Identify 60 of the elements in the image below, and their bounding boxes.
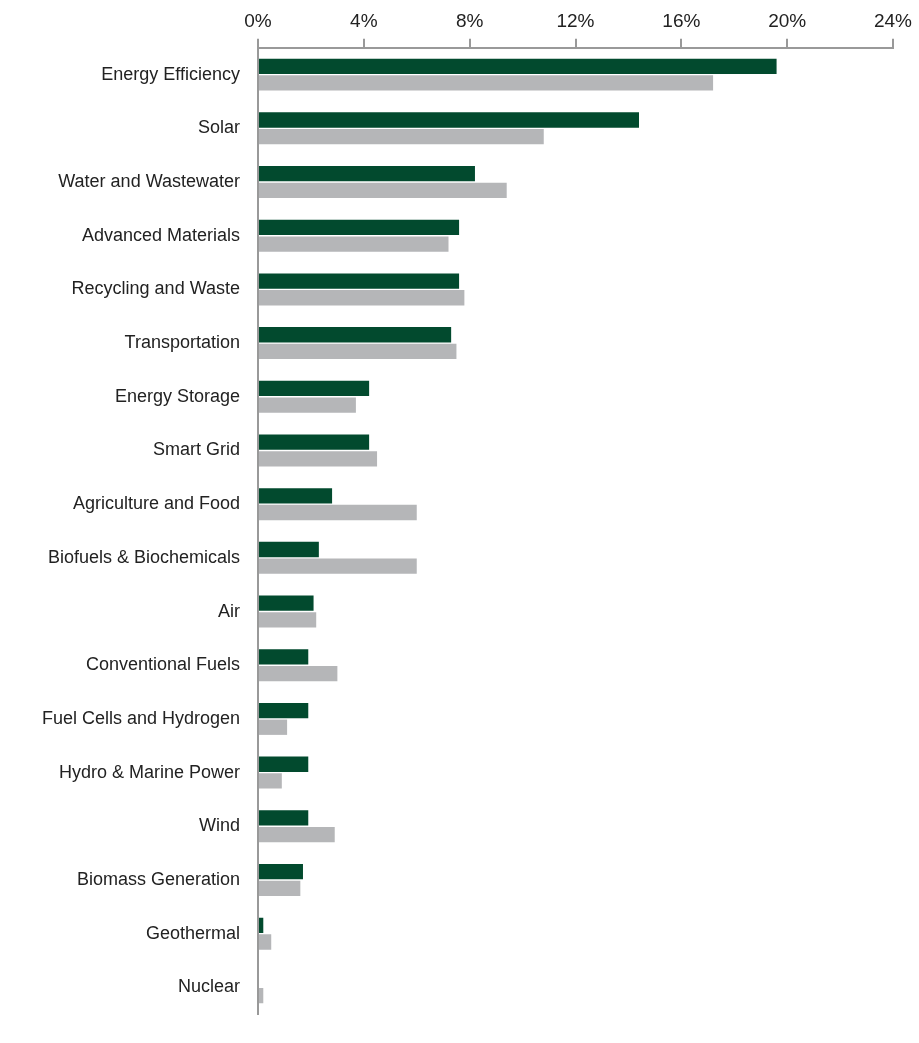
y-tick-label: Energy Storage <box>114 385 240 406</box>
bar <box>259 773 282 789</box>
y-tick-label: Energy Efficiency <box>101 63 240 84</box>
bar <box>259 719 288 735</box>
bar <box>259 649 309 665</box>
y-tick-label: Recycling and Waste <box>71 278 240 299</box>
bar <box>259 75 714 91</box>
bar <box>259 273 460 289</box>
y-tick-label: Geothermal <box>145 922 240 943</box>
y-tick-label: Advanced Materials <box>81 224 240 245</box>
bar <box>259 327 452 343</box>
bar <box>259 756 309 772</box>
bar <box>259 810 309 826</box>
x-tick-label: 16% <box>662 9 701 31</box>
bar <box>259 380 370 397</box>
bar <box>259 988 264 1004</box>
bar <box>259 451 378 467</box>
x-tick-label: 12% <box>556 9 595 31</box>
y-tick-label: Smart Grid <box>152 439 240 460</box>
bar <box>259 290 465 306</box>
bar <box>259 826 335 843</box>
bar <box>259 880 301 896</box>
bar <box>259 934 272 950</box>
bar <box>259 541 319 558</box>
bar <box>259 595 314 611</box>
bar <box>259 166 475 182</box>
x-tick-label: 20% <box>768 9 807 31</box>
x-tick-label: 24% <box>873 9 913 31</box>
bar <box>259 917 264 933</box>
bar <box>259 504 417 521</box>
y-tick-label: Water and Wastewater <box>58 170 240 191</box>
bar <box>259 236 449 252</box>
bar <box>259 58 777 74</box>
x-tick-label: 8% <box>455 9 484 31</box>
bar <box>259 397 356 413</box>
x-tick-label: 4% <box>350 9 378 31</box>
bar <box>259 864 303 880</box>
y-tick-label: Solar <box>197 117 240 138</box>
bar <box>259 112 639 128</box>
bar <box>259 488 333 504</box>
y-tick-label: Agriculture and Food <box>72 493 240 514</box>
bar <box>259 702 309 719</box>
bar <box>259 129 544 145</box>
y-tick-label: Air <box>218 600 240 621</box>
bar <box>259 665 338 682</box>
bar <box>259 434 370 450</box>
y-tick-label: Transportation <box>124 332 240 353</box>
y-tick-label: Biomass Generation <box>76 868 240 889</box>
bar <box>259 612 317 628</box>
y-tick-label: Nuclear <box>177 976 240 997</box>
y-tick-label: Wind <box>198 815 240 836</box>
bar <box>259 343 457 360</box>
y-tick-label: Hydro & Marine Power <box>58 761 240 782</box>
y-tick-label: Conventional Fuels <box>85 654 240 675</box>
x-tick-label: 0% <box>244 9 272 31</box>
bar <box>259 558 417 574</box>
y-tick-label: Biofuels & Biochemicals <box>47 546 240 567</box>
bar <box>259 219 460 236</box>
bar <box>259 182 507 198</box>
y-tick-label: Fuel Cells and Hydrogen <box>41 707 240 728</box>
